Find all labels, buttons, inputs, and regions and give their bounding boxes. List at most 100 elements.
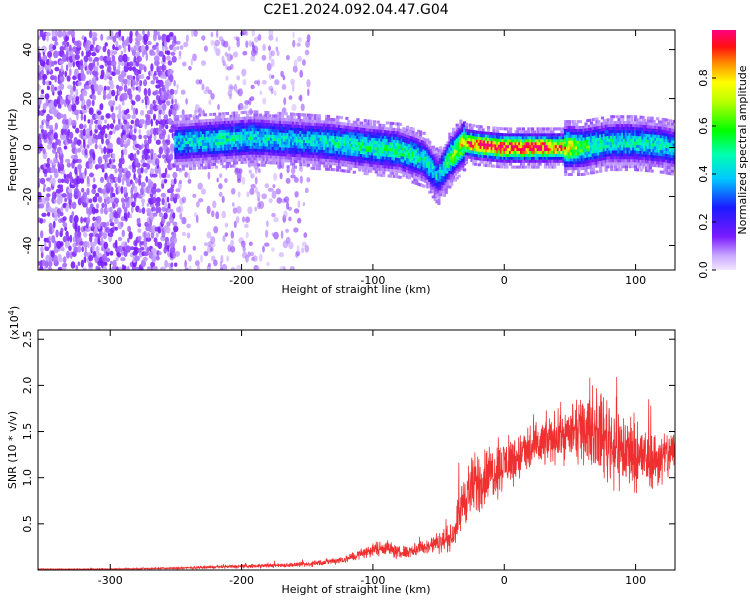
spectrogram-signal-cell xyxy=(395,166,399,170)
spectrogram-signal-cell xyxy=(549,127,553,131)
spectrogram-signal-cell xyxy=(319,120,323,124)
spectrogram-signal-cell xyxy=(529,159,533,163)
spectrogram-signal-cell xyxy=(192,166,196,170)
spectrogram-signal-cell xyxy=(350,141,354,145)
spectrogram-signal-cell xyxy=(244,116,248,120)
spectrogram-signal-cell xyxy=(299,166,303,170)
spectrogram-signal-cell xyxy=(271,123,275,127)
spectrogram-signal-cell xyxy=(435,147,439,151)
spectrogram-signal-cell xyxy=(242,125,246,129)
spectrogram-signal-cell xyxy=(336,142,340,146)
spectrogram-signal-cell xyxy=(483,131,487,135)
spectrogram-noise-cell xyxy=(74,49,80,55)
spectrogram-signal-cell xyxy=(178,156,182,160)
spectrogram-signal-cell xyxy=(297,145,301,149)
spectrogram-noise-cell xyxy=(72,60,76,68)
spectrogram-noise-cell xyxy=(140,181,146,188)
spectrogram-signal-cell xyxy=(216,156,220,160)
spectrogram-signal-cell xyxy=(301,145,305,149)
spectrogram-signal-cell xyxy=(288,121,292,125)
spectrogram-signal-cell xyxy=(518,127,522,131)
spectrogram-signal-cell xyxy=(317,131,321,135)
spectrogram-noise-cell xyxy=(64,197,67,203)
spectrogram-signal-cell xyxy=(494,135,498,139)
spectrogram-signal-cell xyxy=(222,135,226,139)
spectrogram-noise-cell xyxy=(59,46,65,51)
spectrogram-noise-cell xyxy=(261,193,268,200)
spectrogram-signal-cell xyxy=(431,163,435,167)
spectrogram-noise-cell xyxy=(193,30,198,37)
spectrogram-noise-cell xyxy=(97,45,102,50)
spectrogram-signal-cell xyxy=(183,146,187,150)
spectrogram-signal-cell xyxy=(361,157,366,161)
spectrogram-signal-cell xyxy=(299,130,303,134)
spectrogram-signal-cell xyxy=(452,133,456,137)
spectrogram-signal-cell xyxy=(440,167,445,171)
spectrogram-signal-cell xyxy=(185,117,189,121)
spectrogram-noise-cell xyxy=(262,97,267,105)
spectrogram-noise-cell xyxy=(54,199,57,204)
spectrogram-signal-cell xyxy=(446,176,450,180)
spectrogram-signal-cell xyxy=(268,123,272,126)
spectrogram-signal-cell xyxy=(240,161,244,164)
spectrogram-signal-cell xyxy=(367,169,371,173)
spectrogram-noise-cell xyxy=(133,55,137,63)
spectrogram-signal-cell xyxy=(174,121,178,125)
spectrogram-signal-cell xyxy=(380,132,384,136)
spectrogram-signal-cell xyxy=(474,136,478,140)
spectrogram-signal-cell xyxy=(225,129,229,133)
spectrogram-signal-cell xyxy=(314,117,318,120)
spectrogram-noise-cell xyxy=(43,187,46,193)
spectrogram-signal-cell xyxy=(185,135,189,139)
spectrogram-noise-cell xyxy=(123,211,128,220)
spectrogram-signal-cell xyxy=(222,144,226,148)
spectrogram-signal-cell xyxy=(404,163,408,167)
spectrogram-signal-cell xyxy=(304,131,309,135)
spectrogram-noise-cell xyxy=(80,59,83,66)
spectrogram-noise-cell xyxy=(285,177,291,184)
spectrogram-noise-cell xyxy=(113,197,120,204)
spectrogram-noise-cell xyxy=(250,55,256,62)
spectrogram-signal-cell xyxy=(225,138,229,142)
spectrogram-signal-cell xyxy=(179,135,183,139)
spectrogram-noise-cell xyxy=(104,42,108,47)
spectrogram-signal-cell xyxy=(304,154,309,158)
spectrogram-signal-cell xyxy=(391,171,395,175)
spectrogram-noise-cell xyxy=(174,102,180,111)
spectrogram-noise-cell xyxy=(291,84,295,92)
spectrogram-signal-cell xyxy=(235,152,239,156)
spectrogram-noise-cell xyxy=(114,182,118,189)
spectrogram-signal-cell xyxy=(446,173,450,177)
spectrogram-signal-cell xyxy=(260,157,264,161)
spectrogram-noise-cell xyxy=(40,69,44,75)
spectrogram-signal-cell xyxy=(326,150,331,154)
spectrogram-signal-cell xyxy=(246,146,250,149)
spectrogram-noise-cell xyxy=(40,89,45,95)
spectrogram-signal-cell xyxy=(301,148,305,152)
spectrogram-signal-cell xyxy=(494,159,498,162)
spectrogram-signal-cell xyxy=(253,139,257,143)
spectrogram-signal-cell xyxy=(271,143,275,147)
spectrogram-noise-cell xyxy=(100,69,105,78)
spectrogram-signal-cell xyxy=(297,139,301,143)
spectrogram-noise-cell xyxy=(198,198,204,203)
spectrogram-signal-cell xyxy=(249,134,253,137)
spectrogram-signal-cell xyxy=(251,128,255,131)
spectrogram-signal-cell xyxy=(179,147,183,151)
spectrogram-signal-cell xyxy=(378,126,382,130)
spectrogram-signal-cell xyxy=(304,125,309,129)
spectrogram-signal-cell xyxy=(540,130,544,134)
spectrogram-signal-cell xyxy=(420,166,424,170)
spectrogram-signal-cell xyxy=(349,149,353,153)
spectrogram-noise-cell xyxy=(158,87,163,96)
spectrogram-signal-cell xyxy=(501,153,505,157)
spectrogram-signal-cell xyxy=(187,152,191,156)
spectrogram-signal-cell xyxy=(258,116,263,120)
spectrogram-signal-cell xyxy=(547,127,551,131)
spectrogram-signal-cell xyxy=(428,176,432,179)
spectrogram-noise-cell xyxy=(238,168,243,174)
spectrogram-signal-cell xyxy=(461,132,465,136)
spectrogram-signal-cell xyxy=(488,146,492,150)
spectrogram-signal-cell xyxy=(297,130,301,134)
spectrogram-signal-cell xyxy=(233,149,237,153)
